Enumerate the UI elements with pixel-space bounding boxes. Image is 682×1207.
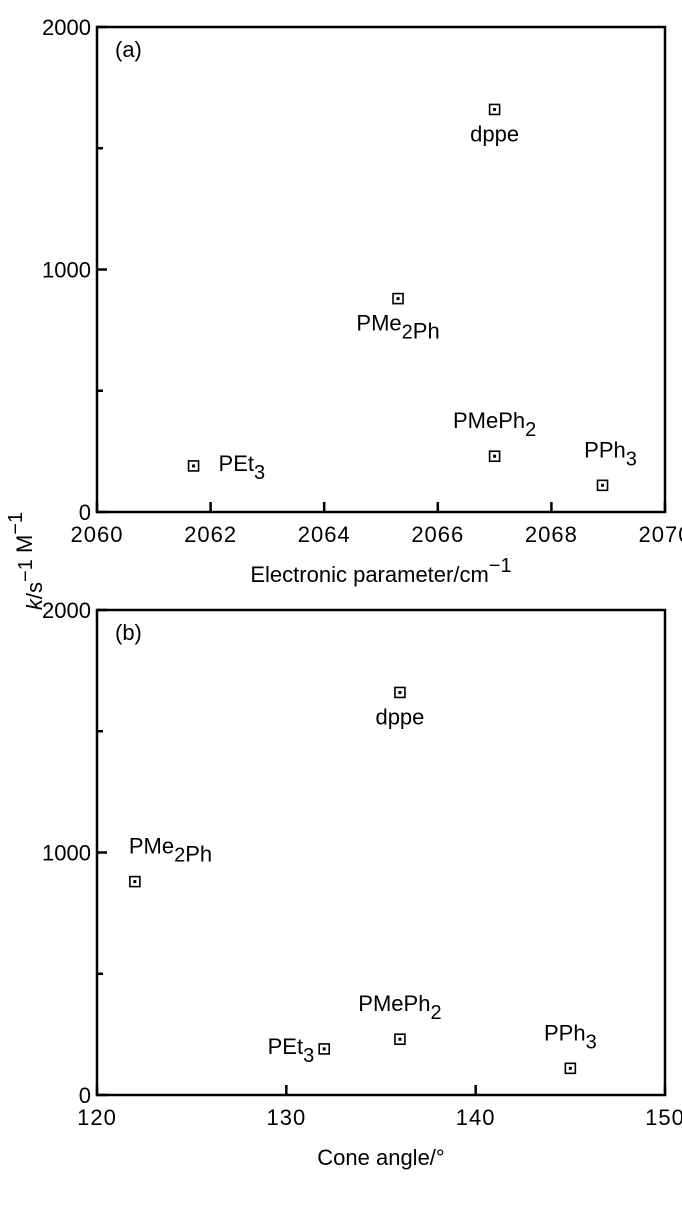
x-axis-label: Cone angle/° — [317, 1145, 444, 1170]
point-label: dppe — [375, 704, 424, 729]
data-point — [392, 292, 404, 305]
x-tick-label: 120 — [77, 1105, 117, 1130]
y-tick-label: 0 — [79, 1083, 91, 1108]
point-label: PMePh2 — [453, 408, 536, 441]
data-point — [129, 875, 141, 888]
point-inner — [133, 880, 137, 884]
x-axis-label: Electronic parameter/cm−1 — [250, 555, 511, 587]
data-point — [187, 460, 200, 472]
point-inner — [192, 464, 196, 468]
panel-label: (b) — [115, 620, 142, 645]
data-point — [318, 1043, 331, 1055]
y-tick-label: 2000 — [42, 598, 91, 623]
x-tick-label: 2062 — [184, 522, 237, 547]
x-tick-label: 2068 — [525, 522, 578, 547]
x-tick-label: 2060 — [71, 522, 124, 547]
data-point — [488, 103, 501, 116]
point-inner — [398, 690, 402, 694]
point-label: PMe2Ph — [129, 834, 212, 867]
point-inner — [322, 1047, 326, 1051]
data-point — [488, 450, 501, 463]
point-label: PEt3 — [219, 451, 266, 484]
y-tick-label: 1000 — [42, 258, 91, 283]
point-label: PMe2Ph — [356, 311, 439, 344]
x-tick-label: 2066 — [411, 522, 464, 547]
x-tick-label: 150 — [645, 1105, 682, 1130]
y-tick-label: 1000 — [42, 841, 91, 866]
point-label: PMePh2 — [358, 991, 441, 1024]
point-inner — [398, 1037, 402, 1041]
x-tick-label: 130 — [266, 1105, 306, 1130]
panel-label: (a) — [115, 37, 142, 62]
x-tick-label: 140 — [456, 1105, 496, 1130]
y-tick-label: 0 — [79, 500, 91, 525]
point-inner — [396, 297, 400, 301]
y-tick-label: 2000 — [42, 15, 91, 40]
plot-frame — [95, 25, 667, 514]
point-label: PEt3 — [268, 1034, 315, 1067]
point-label: PPh3 — [584, 437, 637, 470]
point-inner — [493, 454, 497, 458]
y-axis-label: k/s−1 M−1 — [5, 512, 47, 610]
data-point — [394, 686, 406, 699]
data-point — [394, 1033, 406, 1046]
point-label: PPh3 — [544, 1020, 597, 1053]
data-point — [596, 479, 609, 492]
point-inner — [493, 107, 497, 111]
point-inner — [601, 483, 605, 487]
x-tick-label: 2064 — [298, 522, 351, 547]
point-label: dppe — [470, 121, 519, 146]
data-point — [564, 1062, 577, 1075]
point-inner — [568, 1066, 572, 1070]
